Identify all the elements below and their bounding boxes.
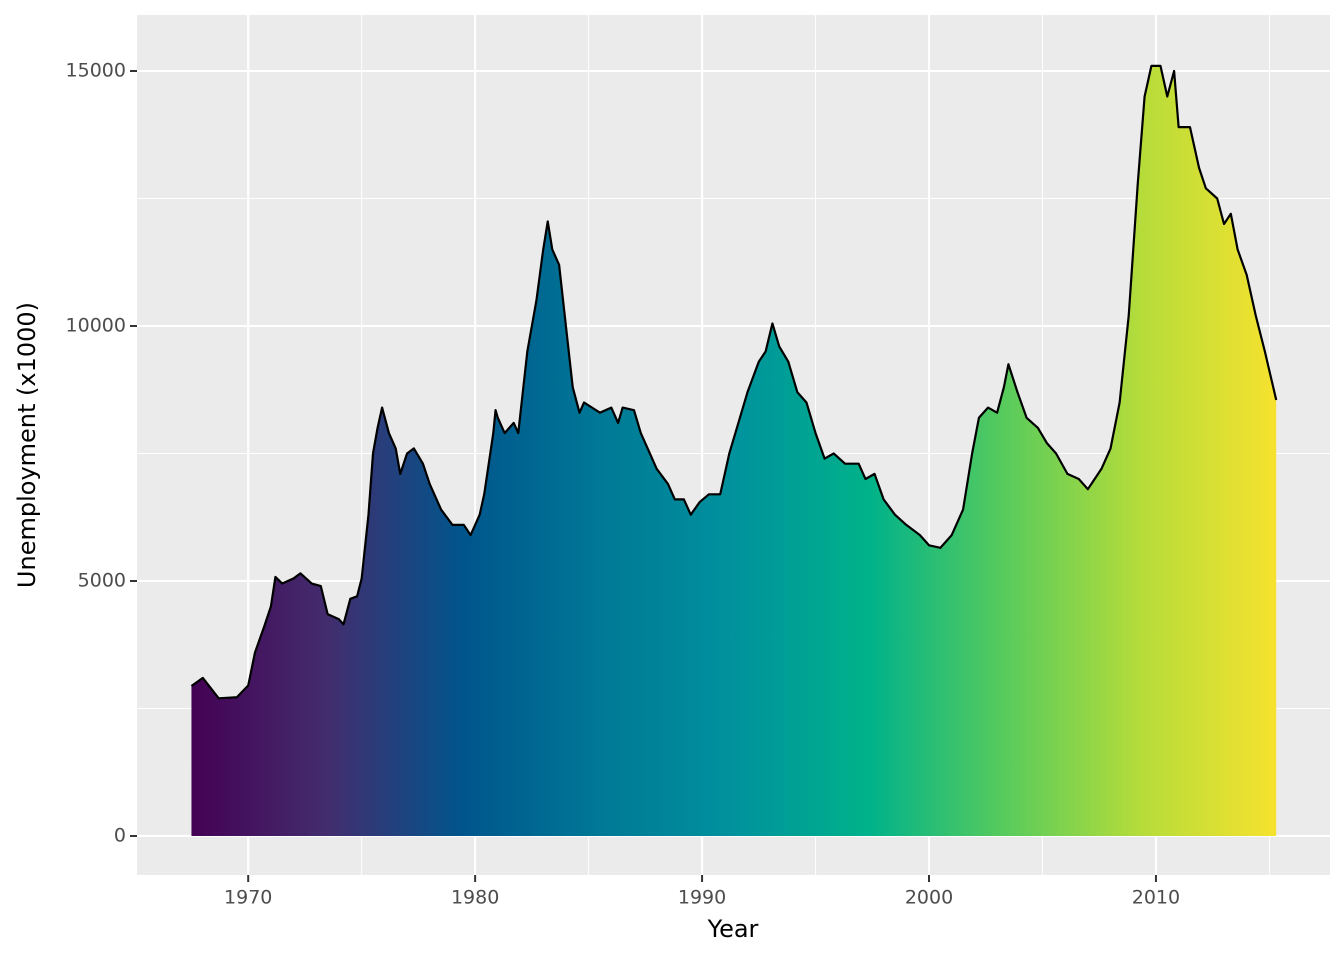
y-tick-label: 0 [114, 824, 126, 846]
x-axis-title: Year [707, 915, 759, 943]
x-tick-label: 1990 [678, 887, 726, 909]
line [190, 64, 1278, 700]
x-tick-label: 1980 [451, 887, 499, 909]
x-tick-label: 1970 [224, 887, 272, 909]
y-tick-label: 10000 [66, 314, 126, 336]
x-tick-label: 2010 [1132, 887, 1180, 909]
x-tick-label: 2000 [905, 887, 953, 909]
y-tick-label: 15000 [66, 59, 126, 81]
area [191, 65, 1277, 836]
y-tick-label: 5000 [78, 569, 126, 591]
y-axis-title: Unemployment (x1000) [13, 302, 41, 588]
